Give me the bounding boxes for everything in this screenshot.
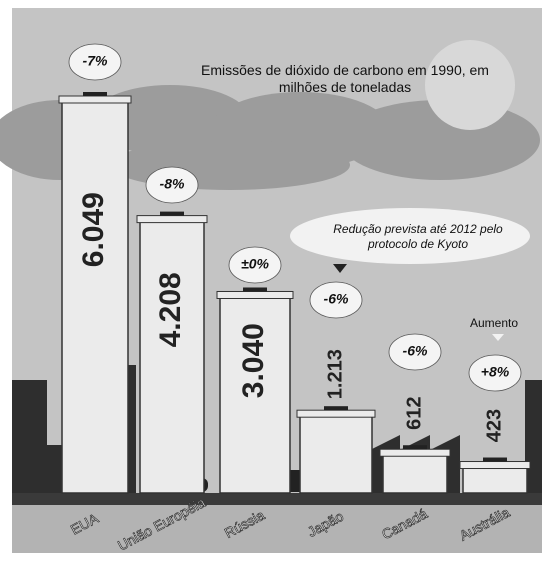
chimney-cap	[216, 290, 294, 299]
chimney-top	[483, 457, 507, 462]
chimney	[139, 218, 205, 494]
target-bubble	[228, 246, 282, 284]
value-label: 612	[403, 397, 425, 430]
chimney-cap	[459, 461, 531, 470]
chimney	[61, 99, 129, 494]
target-bubble	[145, 166, 199, 204]
target-bubble	[468, 354, 522, 392]
value-label: 423	[483, 409, 505, 442]
target-label: ±0%	[241, 256, 269, 272]
target-bubble	[68, 43, 122, 81]
target-label: -7%	[83, 53, 108, 69]
value-label: 3.040	[237, 323, 270, 398]
value-label: 4.208	[154, 272, 187, 347]
chimney-top	[160, 211, 184, 216]
value-label: 1.213	[324, 349, 346, 399]
chimney-top	[403, 445, 427, 450]
ground	[12, 493, 542, 505]
chimney-cap	[379, 448, 451, 457]
chimney-top	[83, 92, 107, 96]
sun	[425, 40, 515, 130]
target-label: +8%	[481, 364, 510, 380]
target-label: -6%	[324, 291, 349, 307]
arrow	[333, 264, 347, 273]
chimney	[462, 464, 528, 494]
chimney-top	[243, 287, 267, 292]
annotation: Redução prevista até 2012 pelo protocolo…	[333, 222, 503, 251]
chimney-cap	[58, 95, 132, 104]
chimney	[219, 294, 291, 494]
target-bubble	[388, 333, 442, 371]
chart-title: Emissões de dióxido de carbono em 1990, …	[201, 62, 489, 95]
annotation-cloud	[290, 208, 530, 264]
chimney	[382, 452, 448, 494]
chimney-cap	[296, 409, 376, 418]
target-bubble	[309, 281, 363, 319]
target-label: -6%	[403, 343, 428, 359]
chimney-top	[324, 406, 348, 411]
chimney	[299, 413, 373, 494]
chimney-cap	[136, 215, 208, 224]
target-label: -8%	[160, 176, 185, 192]
ground	[12, 505, 542, 553]
annotation: Aumento	[470, 316, 519, 330]
arrow	[492, 334, 504, 341]
value-label: 6.049	[77, 192, 110, 267]
